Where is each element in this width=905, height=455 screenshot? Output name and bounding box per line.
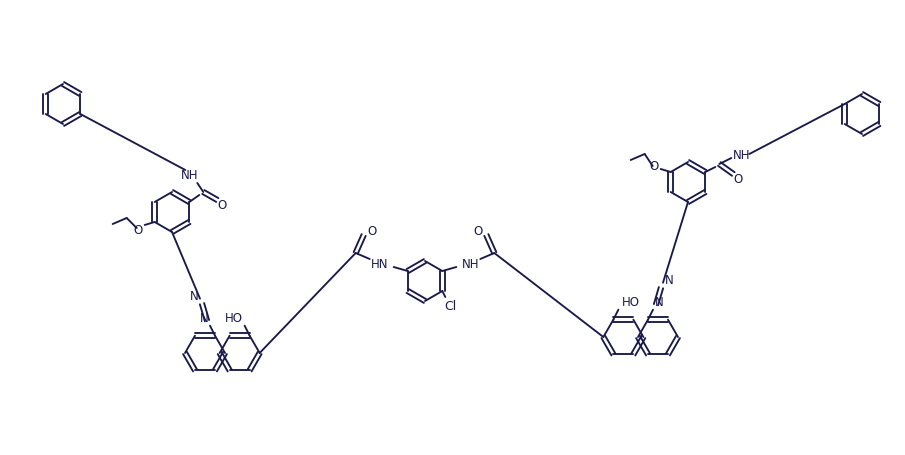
Text: NH: NH — [462, 257, 479, 270]
Text: O: O — [649, 159, 658, 172]
Text: HO: HO — [224, 312, 243, 324]
Text: O: O — [473, 224, 483, 237]
Text: N: N — [654, 296, 663, 308]
Text: Cl: Cl — [444, 299, 456, 312]
Text: N: N — [200, 312, 208, 324]
Text: N: N — [664, 273, 673, 287]
Text: N: N — [190, 289, 198, 303]
Text: O: O — [734, 172, 743, 185]
Text: HO: HO — [623, 296, 641, 308]
Text: O: O — [367, 224, 376, 237]
Text: HN: HN — [371, 257, 388, 270]
Text: NH: NH — [181, 168, 198, 181]
Text: O: O — [133, 223, 142, 236]
Text: O: O — [218, 198, 227, 211]
Text: NH: NH — [732, 148, 750, 161]
